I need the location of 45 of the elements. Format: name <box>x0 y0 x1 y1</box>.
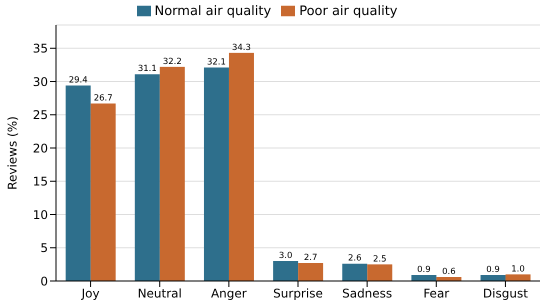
bar <box>90 103 116 281</box>
y-tick-label: 30 <box>32 74 48 89</box>
bar <box>480 275 506 281</box>
bar <box>298 263 324 281</box>
data-label: 0.9 <box>417 265 431 276</box>
bar <box>160 66 185 281</box>
data-label: 2.7 <box>304 253 318 264</box>
legend-label: Normal air quality <box>154 4 272 19</box>
data-label: 1.0 <box>511 264 525 274</box>
x-tick-label: Disgust <box>482 286 528 301</box>
y-tick-label: 0 <box>40 274 48 288</box>
y-axis-title: Reviews (%) <box>5 116 20 190</box>
x-tick-label: Neutral <box>138 286 182 301</box>
bar <box>204 68 229 281</box>
y-tick-label: 5 <box>40 241 48 256</box>
y-tick-label: 35 <box>32 42 48 56</box>
x-tick-label: Sadness <box>342 286 392 301</box>
y-tick-label: 25 <box>32 108 48 122</box>
x-tick-label: Surprise <box>273 286 323 301</box>
data-label: 3.0 <box>278 251 292 262</box>
data-label: 29.4 <box>68 76 88 86</box>
bar <box>506 274 531 281</box>
bar <box>342 264 368 281</box>
bar <box>134 74 160 281</box>
data-label: 34.3 <box>232 42 251 53</box>
legend-label: Poor air quality <box>299 4 398 19</box>
bar <box>411 275 436 281</box>
data-label: 32.1 <box>206 58 226 68</box>
x-tick-label: Anger <box>210 286 247 301</box>
y-tick-label: 20 <box>32 141 48 156</box>
y-tick-label: 10 <box>32 208 48 222</box>
bar <box>273 261 298 281</box>
x-tick-label: Fear <box>423 286 450 301</box>
y-tick-label: 15 <box>32 174 48 189</box>
x-tick-label: Joy <box>80 286 100 301</box>
data-label: 2.6 <box>348 254 362 264</box>
bar <box>228 52 254 281</box>
data-label: 0.6 <box>442 267 456 278</box>
data-label: 32.2 <box>162 56 182 67</box>
data-label: 31.1 <box>138 64 157 74</box>
bar <box>66 86 91 281</box>
data-label: 0.9 <box>486 265 500 276</box>
bar <box>367 264 392 281</box>
data-label: 26.7 <box>94 93 113 104</box>
data-label: 2.5 <box>372 254 387 264</box>
